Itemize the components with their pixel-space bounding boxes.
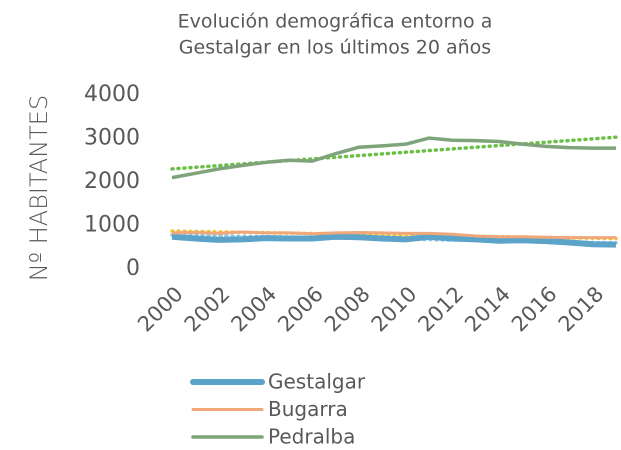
chart-title: Evolución demográfica entorno a: [178, 11, 493, 33]
chart-title: Gestalgar en los últimos 20 años: [179, 37, 491, 59]
legend-label: Gestalgar: [268, 370, 366, 394]
x-tick-label: 2000: [133, 282, 188, 337]
y-tick-label: 0: [126, 256, 140, 281]
x-tick-label: 2010: [367, 282, 422, 337]
series-line: [171, 136, 616, 180]
legend-label: Pedralba: [268, 425, 355, 449]
series-line: [171, 230, 616, 240]
y-tick-label: 1000: [84, 213, 140, 238]
x-tick-label: 2016: [507, 282, 562, 337]
x-tick-label: 2012: [413, 282, 468, 337]
y-tick-label: 3000: [84, 126, 140, 151]
x-tick-label: 2006: [273, 282, 328, 337]
x-tick-label: 2008: [320, 282, 375, 337]
y-axis-label: Nº HABITANTES: [25, 95, 53, 281]
x-tick-label: 2018: [554, 282, 609, 337]
y-tick-label: 4000: [84, 82, 140, 107]
trend-line: [170, 135, 618, 171]
x-tick-label: 2002: [180, 282, 235, 337]
y-tick-label: 2000: [84, 169, 140, 194]
x-tick-label: 2004: [226, 282, 281, 337]
series-line: [171, 233, 617, 248]
legend-label: Bugarra: [268, 397, 348, 421]
x-tick-label: 2014: [460, 282, 515, 337]
